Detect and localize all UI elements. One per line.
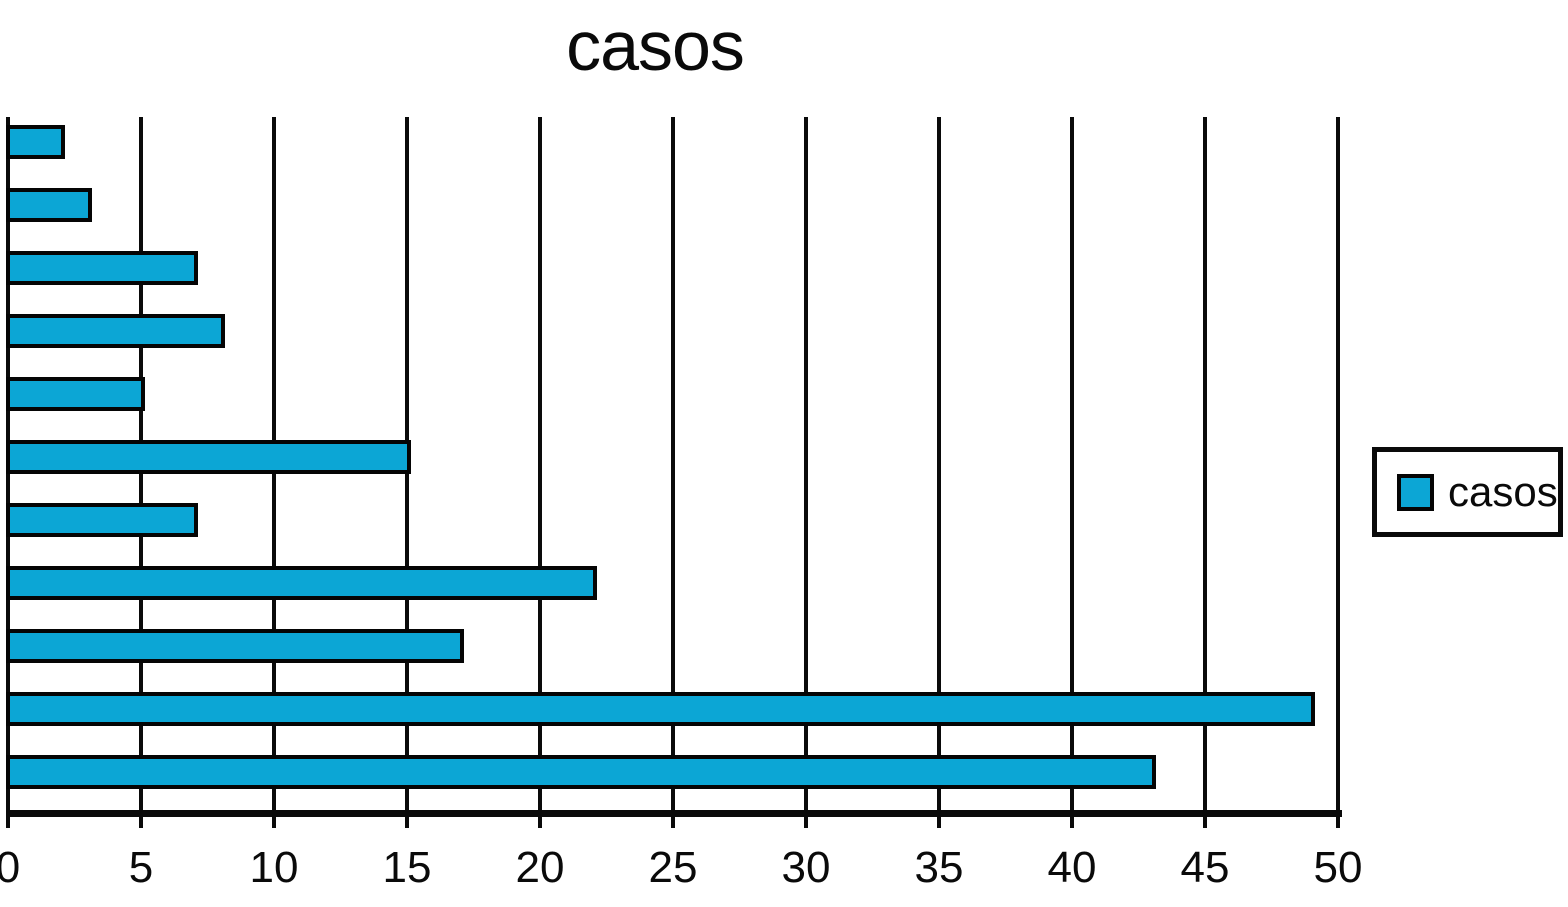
gridline: [937, 117, 941, 814]
x-tick-label: 25: [648, 843, 698, 892]
chart-title: casos: [566, 7, 745, 85]
bar: [6, 629, 465, 663]
x-tick-label: 20: [515, 843, 565, 892]
x-axis-line: [6, 810, 1342, 817]
x-tick-label: 50: [1313, 843, 1363, 892]
x-axis-tick: [6, 817, 10, 828]
x-tick-label: 0: [0, 843, 21, 892]
gridline: [1070, 117, 1074, 814]
x-axis-tick: [1336, 817, 1340, 828]
x-tick-label: 10: [249, 843, 299, 892]
gridline: [671, 117, 675, 814]
bar: [6, 314, 225, 348]
legend-label: casos: [1448, 468, 1558, 515]
x-tick-label: 45: [1180, 843, 1230, 892]
bar: [6, 755, 1156, 789]
legend-swatch-icon: [1397, 473, 1434, 511]
x-axis-tick: [804, 817, 808, 828]
x-axis-tick: [1203, 817, 1207, 828]
bar: [6, 440, 411, 474]
x-axis-tick: [405, 817, 409, 828]
x-tick-label: 30: [781, 843, 831, 892]
x-axis-tick: [937, 817, 941, 828]
x-tick-label: 35: [914, 843, 964, 892]
x-axis-tick: [538, 817, 542, 828]
x-axis-tick: [272, 817, 276, 828]
bar: [6, 503, 199, 537]
bar: [6, 251, 199, 285]
legend: casos: [1372, 447, 1563, 537]
x-axis-tick: [671, 817, 675, 828]
x-tick-label: 40: [1047, 843, 1097, 892]
gridline: [804, 117, 808, 814]
bar: [6, 377, 145, 411]
x-axis-tick: [139, 817, 143, 828]
plot-area: [0, 117, 1568, 814]
bar: [6, 188, 92, 222]
x-axis-tick: [1070, 817, 1074, 828]
gridline: [1203, 117, 1207, 814]
x-tick-label: 5: [128, 843, 154, 892]
gridline: [538, 117, 542, 814]
x-tick-label: 15: [382, 843, 432, 892]
bar: [6, 125, 66, 159]
bar: [6, 692, 1316, 726]
gridline: [1336, 117, 1340, 814]
bar: [6, 566, 598, 600]
